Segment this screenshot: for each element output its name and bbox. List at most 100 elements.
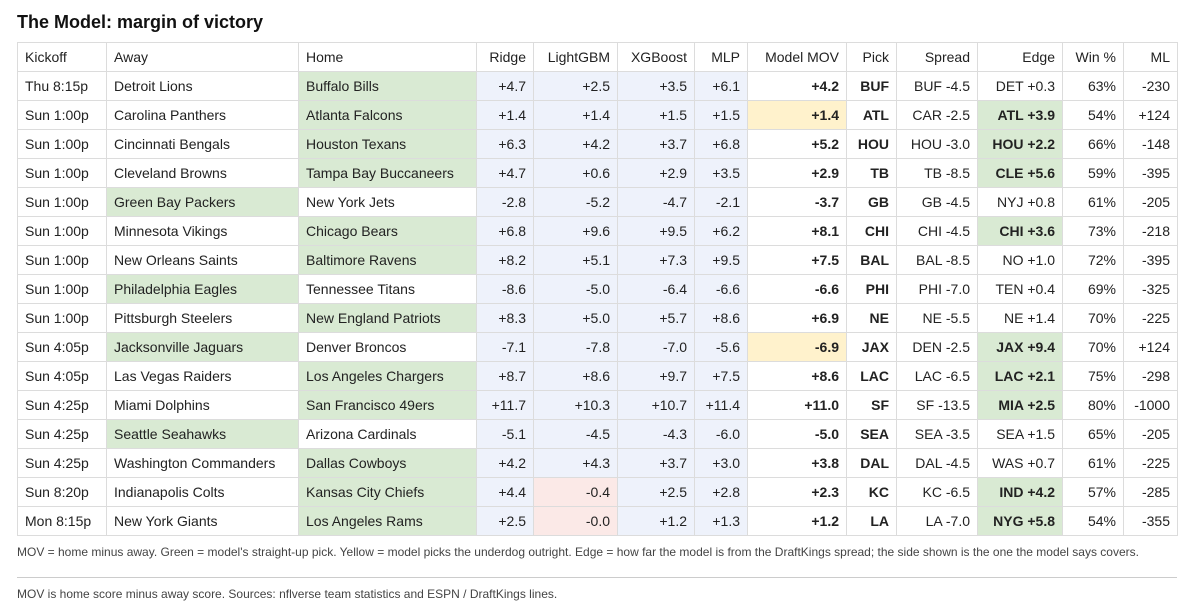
cell-win-pct: 54%: [1062, 506, 1124, 536]
cell-ml: -225: [1123, 448, 1178, 478]
cell-edge: IND +4.2: [977, 477, 1063, 507]
cell-away: Detroit Lions: [106, 71, 299, 101]
cell-home: Dallas Cowboys: [298, 448, 477, 478]
cell-win-pct: 63%: [1062, 71, 1124, 101]
cell-away: Cincinnati Bengals: [106, 129, 299, 159]
header-win-pct[interactable]: Win %: [1062, 42, 1124, 72]
cell-home: Atlanta Falcons: [298, 100, 477, 130]
cell-spread: DEN -2.5: [896, 332, 978, 362]
cell-model-mov: +6.9: [747, 303, 847, 333]
cell-model-mov: -6.9: [747, 332, 847, 362]
cell-mlp: +3.0: [694, 448, 748, 478]
cell-model-mov: +8.1: [747, 216, 847, 246]
table-row: Sun 1:00p Green Bay Packers New York Jets -…: [17, 187, 1178, 217]
cell-lightgbm: +4.3: [533, 448, 618, 478]
cell-pick: SF: [846, 390, 897, 420]
cell-spread: PHI -7.0: [896, 274, 978, 304]
cell-away: Minnesota Vikings: [106, 216, 299, 246]
cell-kickoff: Mon 8:15p: [17, 506, 107, 536]
cell-pick: CHI: [846, 216, 897, 246]
cell-xgboost: +10.7: [617, 390, 695, 420]
header-mlp[interactable]: MLP: [694, 42, 748, 72]
header-edge[interactable]: Edge: [977, 42, 1063, 72]
cell-ridge: +4.4: [476, 477, 534, 507]
cell-xgboost: -6.4: [617, 274, 695, 304]
cell-kickoff: Sun 1:00p: [17, 274, 107, 304]
cell-kickoff: Sun 1:00p: [17, 100, 107, 130]
cell-away: Seattle Seahawks: [106, 419, 299, 449]
cell-model-mov: +5.2: [747, 129, 847, 159]
cell-lightgbm: +5.0: [533, 303, 618, 333]
cell-ridge: +6.8: [476, 216, 534, 246]
divider: [17, 577, 1177, 578]
cell-spread: CHI -4.5: [896, 216, 978, 246]
cell-pick: JAX: [846, 332, 897, 362]
cell-ridge: -7.1: [476, 332, 534, 362]
header-model-mov[interactable]: Model MOV: [747, 42, 847, 72]
header-row: Kickoff Away Home Ridge LightGBM XGBoost…: [17, 42, 1178, 72]
cell-pick: DAL: [846, 448, 897, 478]
cell-away: Indianapolis Colts: [106, 477, 299, 507]
cell-kickoff: Sun 4:25p: [17, 448, 107, 478]
cell-kickoff: Sun 4:05p: [17, 361, 107, 391]
cell-pick: KC: [846, 477, 897, 507]
cell-pick: ATL: [846, 100, 897, 130]
cell-win-pct: 61%: [1062, 448, 1124, 478]
cell-pick: LAC: [846, 361, 897, 391]
table-row: Sun 1:00p Pittsburgh Steelers New England …: [17, 303, 1178, 333]
cell-ridge: +4.7: [476, 71, 534, 101]
cell-ridge: +11.7: [476, 390, 534, 420]
cell-win-pct: 73%: [1062, 216, 1124, 246]
cell-win-pct: 70%: [1062, 303, 1124, 333]
cell-edge: NE +1.4: [977, 303, 1063, 333]
cell-pick: HOU: [846, 129, 897, 159]
cell-spread: HOU -3.0: [896, 129, 978, 159]
table-row: Mon 8:15p New York Giants Los Angeles Rams…: [17, 506, 1178, 536]
cell-ml: -285: [1123, 477, 1178, 507]
cell-lightgbm: +5.1: [533, 245, 618, 275]
cell-home: Buffalo Bills: [298, 71, 477, 101]
cell-home: Chicago Bears: [298, 216, 477, 246]
cell-home: Los Angeles Chargers: [298, 361, 477, 391]
cell-kickoff: Sun 4:25p: [17, 390, 107, 420]
cell-pick: NE: [846, 303, 897, 333]
cell-away: Cleveland Browns: [106, 158, 299, 188]
cell-mlp: -6.6: [694, 274, 748, 304]
cell-lightgbm: -4.5: [533, 419, 618, 449]
cell-lightgbm: +9.6: [533, 216, 618, 246]
header-home[interactable]: Home: [298, 42, 477, 72]
header-pick[interactable]: Pick: [846, 42, 897, 72]
table-row: Sun 4:25p Seattle Seahawks Arizona Cardina…: [17, 419, 1178, 449]
header-ridge[interactable]: Ridge: [476, 42, 534, 72]
cell-spread: BUF -4.5: [896, 71, 978, 101]
cell-spread: TB -8.5: [896, 158, 978, 188]
cell-lightgbm: +1.4: [533, 100, 618, 130]
header-kickoff[interactable]: Kickoff: [17, 42, 107, 72]
cell-win-pct: 66%: [1062, 129, 1124, 159]
header-spread[interactable]: Spread: [896, 42, 978, 72]
cell-mlp: +11.4: [694, 390, 748, 420]
cell-edge: TEN +0.4: [977, 274, 1063, 304]
cell-mlp: +6.2: [694, 216, 748, 246]
cell-ridge: -2.8: [476, 187, 534, 217]
cell-edge: ATL +3.9: [977, 100, 1063, 130]
cell-kickoff: Sun 8:20p: [17, 477, 107, 507]
cell-ridge: +8.7: [476, 361, 534, 391]
cell-edge: NYJ +0.8: [977, 187, 1063, 217]
table-row: Sun 4:05p Jacksonville Jaguars Denver Bron…: [17, 332, 1178, 362]
header-away[interactable]: Away: [106, 42, 299, 72]
header-lightgbm[interactable]: LightGBM: [533, 42, 618, 72]
header-ml[interactable]: ML: [1123, 42, 1178, 72]
cell-ml: -225: [1123, 303, 1178, 333]
cell-xgboost: +2.5: [617, 477, 695, 507]
table-row: Sun 1:00p Philadelphia Eagles Tennessee Ti…: [17, 274, 1178, 304]
cell-pick: TB: [846, 158, 897, 188]
cell-win-pct: 59%: [1062, 158, 1124, 188]
cell-ridge: +4.7: [476, 158, 534, 188]
header-xgboost[interactable]: XGBoost: [617, 42, 695, 72]
cell-away: New Orleans Saints: [106, 245, 299, 275]
cell-home: Baltimore Ravens: [298, 245, 477, 275]
cell-ml: -355: [1123, 506, 1178, 536]
cell-away: Green Bay Packers: [106, 187, 299, 217]
cell-model-mov: +4.2: [747, 71, 847, 101]
